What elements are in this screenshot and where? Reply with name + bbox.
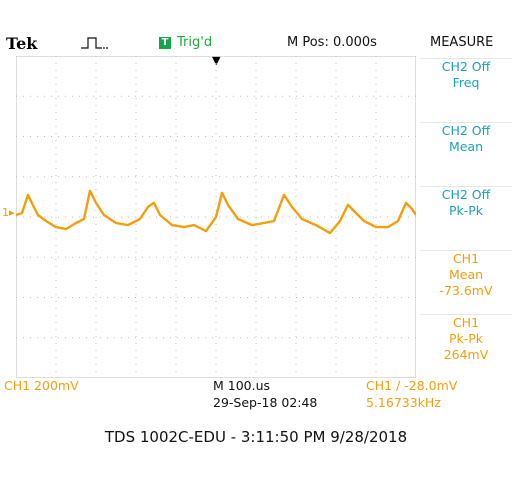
date-time: 29-Sep-18 02:48 — [213, 395, 318, 410]
pulse-icon — [81, 37, 108, 49]
trigger-frequency: 5.16733kHz — [366, 395, 441, 410]
measure-slot-ch1-pkpk[interactable]: CH1 Pk-Pk 264mV — [420, 314, 512, 377]
measure-slot-ch2-pkpk[interactable]: CH2 Off Pk-Pk — [420, 186, 512, 249]
measure-source: CH2 Off — [441, 59, 491, 74]
measure-type: Pk-Pk — [448, 203, 484, 218]
horizontal-position: M Pos: 0.000s — [287, 35, 377, 50]
measure-source: CH2 Off — [441, 187, 491, 202]
trigger-status: Trig'd — [177, 35, 213, 50]
measure-slot-ch1-mean[interactable]: CH1 Mean -73.6mV — [420, 250, 512, 313]
measure-type: Mean — [448, 267, 484, 282]
measure-slot-ch2-freq[interactable]: CH2 Off Freq — [420, 58, 512, 121]
measure-source: CH1 — [452, 251, 480, 266]
ch1-ground-marker: 1▸ — [2, 206, 15, 219]
measure-slot-ch2-mean[interactable]: CH2 Off Mean — [420, 122, 512, 185]
measure-source: CH1 — [452, 315, 480, 330]
status-bar: Tek T Trig'd M Pos: 0.000s MEASURE ▼ — [0, 32, 512, 67]
measure-panel: CH2 Off Freq CH2 Off Mean CH2 Off Pk-Pk … — [420, 58, 512, 378]
measure-type: Pk-Pk — [448, 331, 484, 346]
measure-source: CH2 Off — [441, 123, 491, 138]
measure-type: Mean — [448, 139, 484, 154]
ch1-volts-per-div: CH1 200mV — [4, 378, 79, 393]
trigger-level: CH1 ∕ -28.0mV — [366, 378, 458, 393]
measure-value: 264mV — [443, 347, 489, 362]
graticule — [16, 56, 416, 378]
brand-logo: Tek — [6, 34, 38, 53]
screenshot-caption: TDS 1002C-EDU - 3:11:50 PM 9/28/2018 — [104, 428, 408, 446]
measure-type: Freq — [452, 75, 480, 90]
oscilloscope-screen: Tek T Trig'd M Pos: 0.000s MEASURE ▼ 1▸ … — [0, 32, 512, 422]
measure-value: -73.6mV — [439, 283, 493, 298]
trigger-badge: T — [159, 37, 171, 49]
settings-bar: CH1 200mV M 100.us 29-Sep-18 02:48 CH1 ∕… — [0, 376, 512, 420]
timebase-setting: M 100.us — [213, 378, 271, 393]
trigger-position-arrow: ▼ — [212, 54, 221, 67]
ch1-waveform-trace — [16, 189, 416, 235]
measure-menu-title[interactable]: MEASURE — [430, 35, 494, 50]
